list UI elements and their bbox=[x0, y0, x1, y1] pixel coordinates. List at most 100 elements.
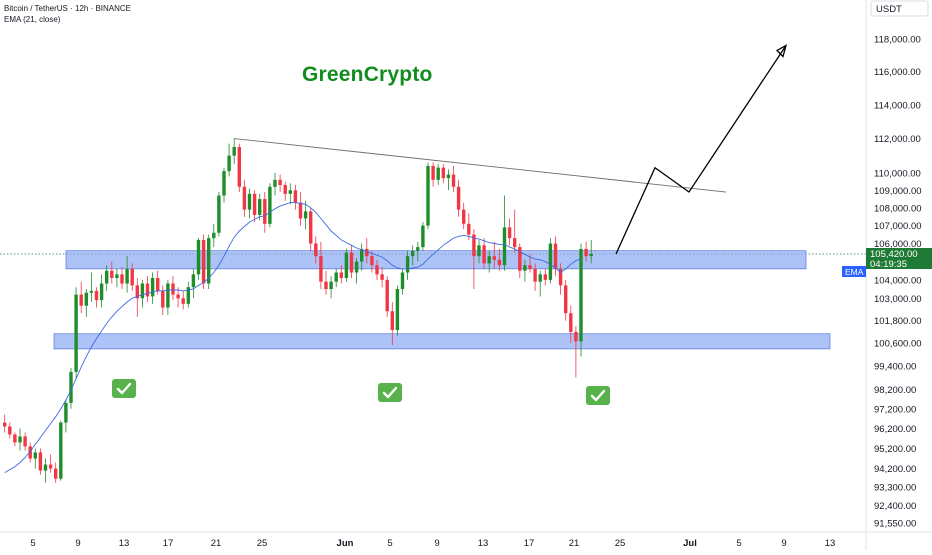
candle-body[interactable] bbox=[263, 199, 267, 224]
candle-body[interactable] bbox=[181, 298, 185, 304]
candle-body[interactable] bbox=[528, 265, 532, 269]
candle-body[interactable] bbox=[8, 426, 12, 435]
candle-body[interactable] bbox=[247, 193, 252, 210]
projection-path[interactable] bbox=[615, 45, 787, 255]
candle-body[interactable] bbox=[59, 422, 63, 479]
candle-body[interactable] bbox=[171, 283, 175, 295]
candle-body[interactable] bbox=[135, 285, 139, 299]
candle-body[interactable] bbox=[507, 227, 512, 239]
candle-body[interactable] bbox=[84, 292, 88, 306]
candle-body[interactable] bbox=[145, 283, 150, 297]
ema-line[interactable] bbox=[4, 202, 582, 473]
candle-body[interactable] bbox=[400, 272, 405, 290]
candle-body[interactable] bbox=[252, 193, 257, 215]
candle-body[interactable] bbox=[232, 147, 236, 156]
candle-body[interactable] bbox=[303, 211, 308, 219]
indicator-label[interactable]: EMA (21, close) bbox=[4, 15, 61, 24]
candle-body[interactable] bbox=[569, 313, 573, 332]
candle-body[interactable] bbox=[105, 270, 109, 284]
candle-body[interactable] bbox=[334, 272, 338, 282]
candle-body[interactable] bbox=[94, 290, 99, 301]
candle-body[interactable] bbox=[3, 422, 7, 427]
candle-body[interactable] bbox=[150, 278, 155, 297]
candle-body[interactable] bbox=[523, 265, 527, 271]
candle-body[interactable] bbox=[18, 436, 22, 443]
candle-body[interactable] bbox=[370, 256, 374, 266]
candle-body[interactable] bbox=[166, 283, 170, 308]
candle-body[interactable] bbox=[329, 281, 333, 290]
candle-body[interactable] bbox=[416, 247, 420, 251]
currency-button[interactable] bbox=[870, 0, 929, 17]
candle-body[interactable] bbox=[273, 179, 277, 187]
candle-body[interactable] bbox=[385, 279, 389, 312]
candle-body[interactable] bbox=[212, 232, 216, 239]
candle-body[interactable] bbox=[421, 225, 425, 248]
candle-body[interactable] bbox=[548, 243, 553, 280]
candle-body[interactable] bbox=[293, 190, 298, 203]
candle-body[interactable] bbox=[324, 281, 328, 290]
candle-body[interactable] bbox=[288, 190, 292, 194]
candle-body[interactable] bbox=[140, 283, 145, 299]
candle-body[interactable] bbox=[339, 272, 343, 279]
candle-body[interactable] bbox=[375, 265, 379, 275]
candle-body[interactable] bbox=[390, 311, 394, 331]
candle-body[interactable] bbox=[28, 446, 32, 459]
candle-body[interactable] bbox=[446, 174, 451, 179]
candle-body[interactable] bbox=[186, 287, 190, 304]
price-tag[interactable] bbox=[866, 248, 932, 269]
candle-body[interactable] bbox=[54, 468, 58, 479]
candle-body[interactable] bbox=[298, 202, 303, 219]
candle-body[interactable] bbox=[161, 290, 165, 308]
candle-body[interactable] bbox=[64, 402, 68, 423]
candle-body[interactable] bbox=[543, 274, 547, 280]
symbol-label[interactable]: Bitcoin / TetherUS · 12h · BINANCE bbox=[4, 4, 132, 13]
candle-body[interactable] bbox=[13, 434, 17, 443]
candle-body[interactable] bbox=[237, 147, 241, 187]
candle-body[interactable] bbox=[349, 252, 354, 273]
candle-body[interactable] bbox=[558, 268, 563, 286]
candle-body[interactable] bbox=[120, 274, 124, 284]
candle-body[interactable] bbox=[451, 174, 456, 187]
candle-body[interactable] bbox=[365, 248, 369, 257]
candle-body[interactable] bbox=[222, 171, 226, 196]
candle-body[interactable] bbox=[380, 274, 384, 280]
candle-body[interactable] bbox=[502, 227, 507, 266]
candle-body[interactable] bbox=[23, 436, 27, 447]
candle-body[interactable] bbox=[79, 294, 83, 306]
candle-body[interactable] bbox=[115, 274, 119, 279]
candle-body[interactable] bbox=[89, 290, 94, 293]
candle-body[interactable] bbox=[462, 209, 466, 224]
candle-body[interactable] bbox=[69, 371, 73, 403]
ema-tag[interactable] bbox=[842, 266, 866, 277]
candle-body[interactable] bbox=[584, 248, 588, 257]
candle-body[interactable] bbox=[48, 464, 53, 469]
candle-body[interactable] bbox=[227, 155, 231, 172]
candle-body[interactable] bbox=[405, 256, 410, 273]
candle-body[interactable] bbox=[589, 253, 593, 257]
candle-body[interactable] bbox=[467, 223, 471, 235]
candle-body[interactable] bbox=[110, 270, 114, 279]
candle-body[interactable] bbox=[395, 289, 400, 331]
support-zone-1[interactable] bbox=[65, 250, 807, 270]
candle-body[interactable] bbox=[360, 248, 364, 262]
candle-body[interactable] bbox=[538, 274, 542, 282]
candle-body[interactable] bbox=[441, 167, 445, 179]
candle-body[interactable] bbox=[207, 238, 211, 284]
candle-body[interactable] bbox=[74, 294, 78, 372]
candle-body[interactable] bbox=[533, 268, 537, 282]
candle-body[interactable] bbox=[258, 199, 262, 215]
support-zone-2[interactable] bbox=[53, 333, 831, 350]
candle-body[interactable] bbox=[125, 268, 129, 284]
candle-body[interactable] bbox=[319, 256, 323, 282]
candle-body[interactable] bbox=[344, 252, 349, 279]
candle-body[interactable] bbox=[314, 243, 318, 257]
candle-body[interactable] bbox=[33, 452, 37, 459]
candle-body[interactable] bbox=[482, 245, 486, 264]
candle-body[interactable] bbox=[130, 268, 134, 286]
candle-body[interactable] bbox=[472, 234, 476, 257]
candle-body[interactable] bbox=[99, 283, 104, 301]
candle-body[interactable] bbox=[456, 186, 461, 210]
candle-body[interactable] bbox=[579, 248, 583, 342]
candle-body[interactable] bbox=[497, 259, 502, 266]
candle-body[interactable] bbox=[278, 179, 282, 186]
